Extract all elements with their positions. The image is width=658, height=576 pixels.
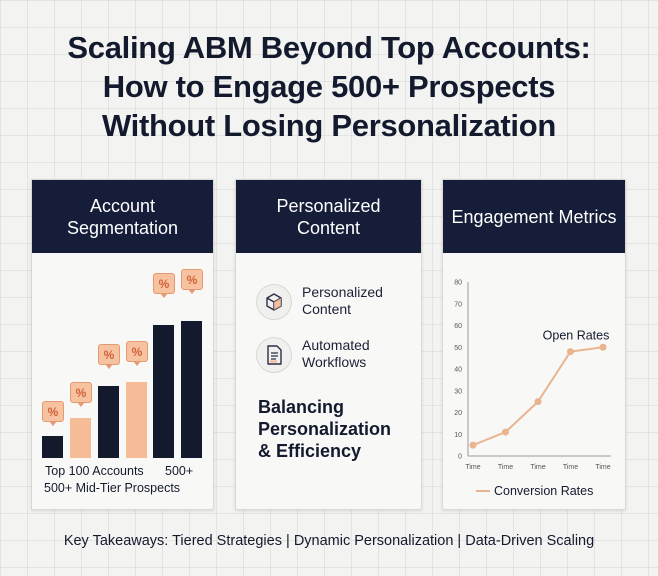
x-tick-label: Time [465, 464, 480, 471]
takeaway-tiered: Key Takeaways: Tiered Strategies [63, 533, 282, 549]
title-line-1: Scaling ABM Beyond Top Accounts: [67, 30, 591, 65]
y-tick-label: 40 [454, 367, 462, 374]
y-tick-label: 0 [458, 454, 462, 461]
x-tick-label: Time [563, 464, 578, 471]
feature-label: Workflows [302, 354, 367, 370]
takeaway-dynamic: Dynamic Personalization [293, 533, 454, 549]
x-tick-label: Time [595, 464, 610, 471]
feature-label: Automated [302, 337, 370, 353]
balance-line: & Efficiency [258, 441, 362, 461]
y-tick-label: 10 [454, 432, 462, 439]
bar [42, 436, 63, 458]
balance-heading: Balancing Personalization & Efficiency [258, 396, 418, 462]
segment-label-count: 500+ [165, 464, 194, 478]
page-title: Scaling ABM Beyond Top Accounts: How to … [0, 28, 658, 145]
engagement-line-chart: 0 10 20 30 40 50 60 70 80 Time Time Time Time Time Ope… [454, 280, 611, 498]
percent-badge-icon: % [181, 269, 203, 294]
segment-label-mid-tier: 500+ Mid-Tier Prospects [44, 481, 181, 495]
percent-badge-icon: % [126, 341, 148, 366]
feature-label: Content [302, 301, 352, 317]
percent-badge-icon: % [70, 382, 92, 407]
series-label: Open Rates [543, 328, 610, 342]
data-point [599, 343, 607, 351]
feature-item: Personalized Content [256, 284, 383, 320]
takeaway-data-driven: Data-Driven Scaling [465, 533, 595, 549]
feature-text: Personalized Content [302, 284, 383, 318]
x-tick-label: Time [530, 464, 545, 471]
bar [153, 325, 174, 458]
key-takeaways: Key Takeaways: Tiered Strategies | Dynam… [0, 533, 658, 549]
card-header: Personalized Content [236, 180, 421, 253]
content-card-body: Personalized Content Automated Workflows… [236, 253, 421, 509]
y-tick-label: 50 [454, 345, 462, 352]
title-line-2: How to Engage 500+ Prospects [102, 69, 556, 104]
data-point [469, 441, 477, 449]
percent-badge-icon: % [98, 344, 120, 369]
y-tick-label: 30 [454, 388, 462, 395]
segment-label-top: Top 100 Accounts [45, 464, 144, 478]
cube-icon [256, 284, 292, 320]
card-header: Engagement Metrics [443, 180, 625, 253]
separator: | [286, 533, 290, 549]
percent-badge-icon: % [42, 401, 64, 426]
series-line [472, 346, 604, 447]
segmentation-bar-chart: % % % % % % Top 100 Accounts 500+ 500+ M… [32, 253, 213, 509]
bar [126, 382, 147, 458]
document-icon [256, 337, 292, 373]
balance-line: Personalization [258, 419, 392, 439]
y-tick-label: 80 [454, 280, 462, 287]
legend-label: Conversion Rates [494, 484, 593, 498]
feature-text: Automated Workflows [302, 337, 370, 371]
card-header: Account Segmentation [32, 180, 213, 253]
y-tick-label: 70 [454, 301, 462, 308]
y-tick-label: 20 [454, 410, 462, 417]
separator: | [457, 533, 462, 549]
x-tick-label: Time [498, 464, 513, 471]
bar [70, 418, 91, 458]
balance-line: Balancing [258, 397, 345, 417]
y-tick-label: 60 [454, 323, 462, 330]
metrics-card-body: 0 10 20 30 40 50 60 70 80 Time Time Time Time Time Ope… [443, 253, 625, 509]
data-point [502, 428, 509, 436]
title-line-3: Without Losing Personalization [102, 108, 556, 143]
bar [98, 386, 119, 458]
personalized-content-card: Personalized Content Personalized Conten… [235, 179, 422, 510]
engagement-metrics-card: Engagement Metrics 0 10 20 30 40 50 60 70 80 Time… [442, 179, 626, 510]
data-point [534, 398, 542, 406]
data-point [567, 348, 574, 356]
percent-badge-icon: % [153, 273, 175, 298]
account-segmentation-card: Account Segmentation % % % % % % Top 100… [31, 179, 214, 510]
bar [181, 321, 202, 458]
feature-item: Automated Workflows [256, 337, 370, 373]
feature-label: Personalized [302, 284, 383, 300]
